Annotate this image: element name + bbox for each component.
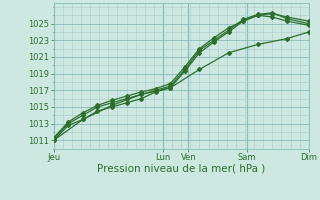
X-axis label: Pression niveau de la mer( hPa ): Pression niveau de la mer( hPa ) xyxy=(97,163,265,173)
